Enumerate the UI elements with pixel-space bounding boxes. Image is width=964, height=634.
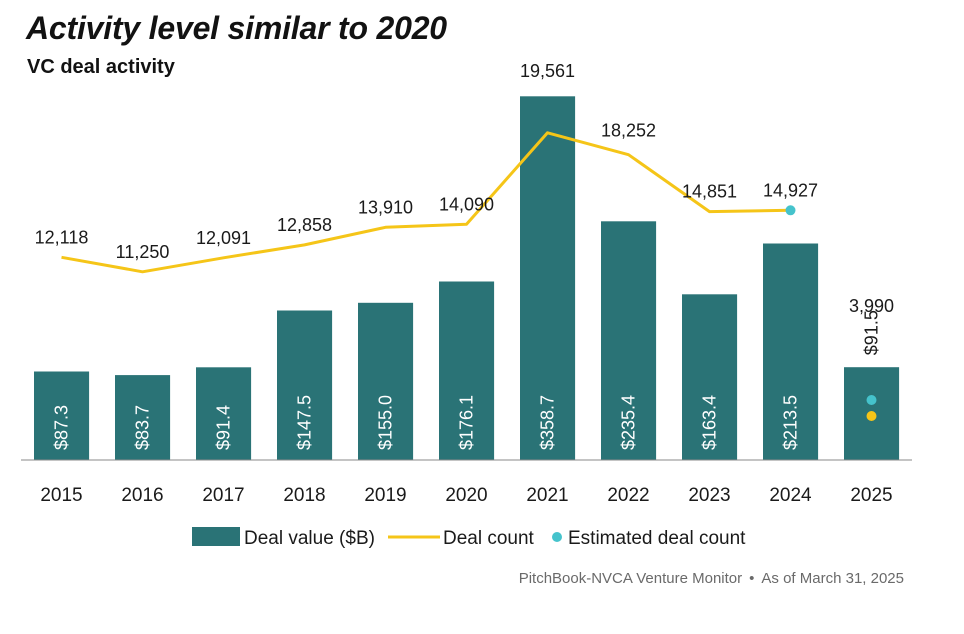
x-tick-2025: 2025 [850, 485, 892, 506]
deal-count-label-2023: 14,851 [682, 182, 737, 202]
deal-count-label-2024: 14,927 [763, 180, 818, 200]
bar-2015 [34, 371, 90, 460]
deal-count-label-2022: 18,252 [601, 121, 656, 141]
bar-label-2020: $176.1 [457, 395, 477, 450]
deal-count-line [61, 131, 791, 274]
deal-count-label-2017: 12,091 [196, 228, 251, 248]
bar-label-2016: $83.7 [133, 405, 153, 450]
deal-count-label-2019: 13,910 [358, 197, 413, 217]
deal-count-label-2025: 3,990 [849, 296, 894, 316]
bar-2020 [439, 281, 495, 460]
x-tick-2017: 2017 [202, 485, 244, 506]
deal-count-label-2015: 12,118 [35, 227, 89, 247]
x-tick-2018: 2018 [283, 485, 325, 506]
deal-count-point-2025 [866, 411, 877, 421]
x-tick-2021: 2021 [526, 485, 568, 506]
bar-label-2021: $358.7 [538, 395, 558, 450]
bar-2021 [520, 96, 576, 461]
bar-label-2018: $147.5 [295, 395, 315, 450]
source-separator: • [749, 570, 755, 587]
bar-2019 [358, 302, 414, 460]
x-tick-2015: 2015 [40, 485, 82, 506]
bar-2024 [763, 243, 819, 460]
legend-swatch-estimated [552, 532, 562, 542]
x-tick-2016: 2016 [121, 485, 163, 506]
estimated-point-2025 [866, 395, 877, 405]
bar-label-2022: $235.4 [619, 395, 639, 450]
legend-swatch-deal-value [192, 527, 240, 546]
deal-count-label-2020: 14,090 [439, 194, 494, 214]
x-tick-2019: 2019 [364, 485, 406, 506]
source-note: PitchBook-NVCA Venture Monitor • As of Mar… [519, 570, 904, 587]
deal-count-label-2021: 19,561 [520, 61, 575, 81]
x-tick-2022: 2022 [607, 485, 649, 506]
estimated-point-2024 [785, 205, 796, 216]
legend-label-estimated: Estimated deal count [568, 528, 746, 549]
legend-label-deal-value: Deal value ($B) [244, 528, 375, 549]
deal-count-label-2016: 11,250 [116, 242, 170, 262]
x-tick-2024: 2024 [769, 485, 812, 506]
source-date: As of March 31, 2025 [761, 570, 904, 587]
bar-label-2019: $155.0 [376, 395, 396, 450]
deal-count-label-2018: 12,858 [277, 215, 332, 235]
chart-subtitle: VC deal activity [27, 56, 175, 78]
bar-label-2017: $91.4 [214, 405, 234, 450]
bar-2022 [601, 221, 657, 460]
bar-2023 [682, 294, 738, 460]
bar-2017 [196, 367, 252, 460]
bar-2018 [277, 310, 333, 460]
x-tick-2023: 2023 [688, 485, 730, 506]
bar-label-2025: $91.5 [862, 310, 882, 355]
chart-title: Activity level similar to 2020 [26, 10, 447, 46]
x-tick-2020: 2020 [445, 485, 487, 506]
legend-label-deal-count: Deal count [443, 528, 535, 549]
bar-label-2015: $87.3 [52, 405, 72, 450]
bar-2016 [115, 375, 171, 460]
source-text: PitchBook-NVCA Venture Monitor [518, 570, 743, 587]
bar-label-2024: $213.5 [781, 395, 801, 450]
bar-label-2023: $163.4 [700, 395, 720, 450]
